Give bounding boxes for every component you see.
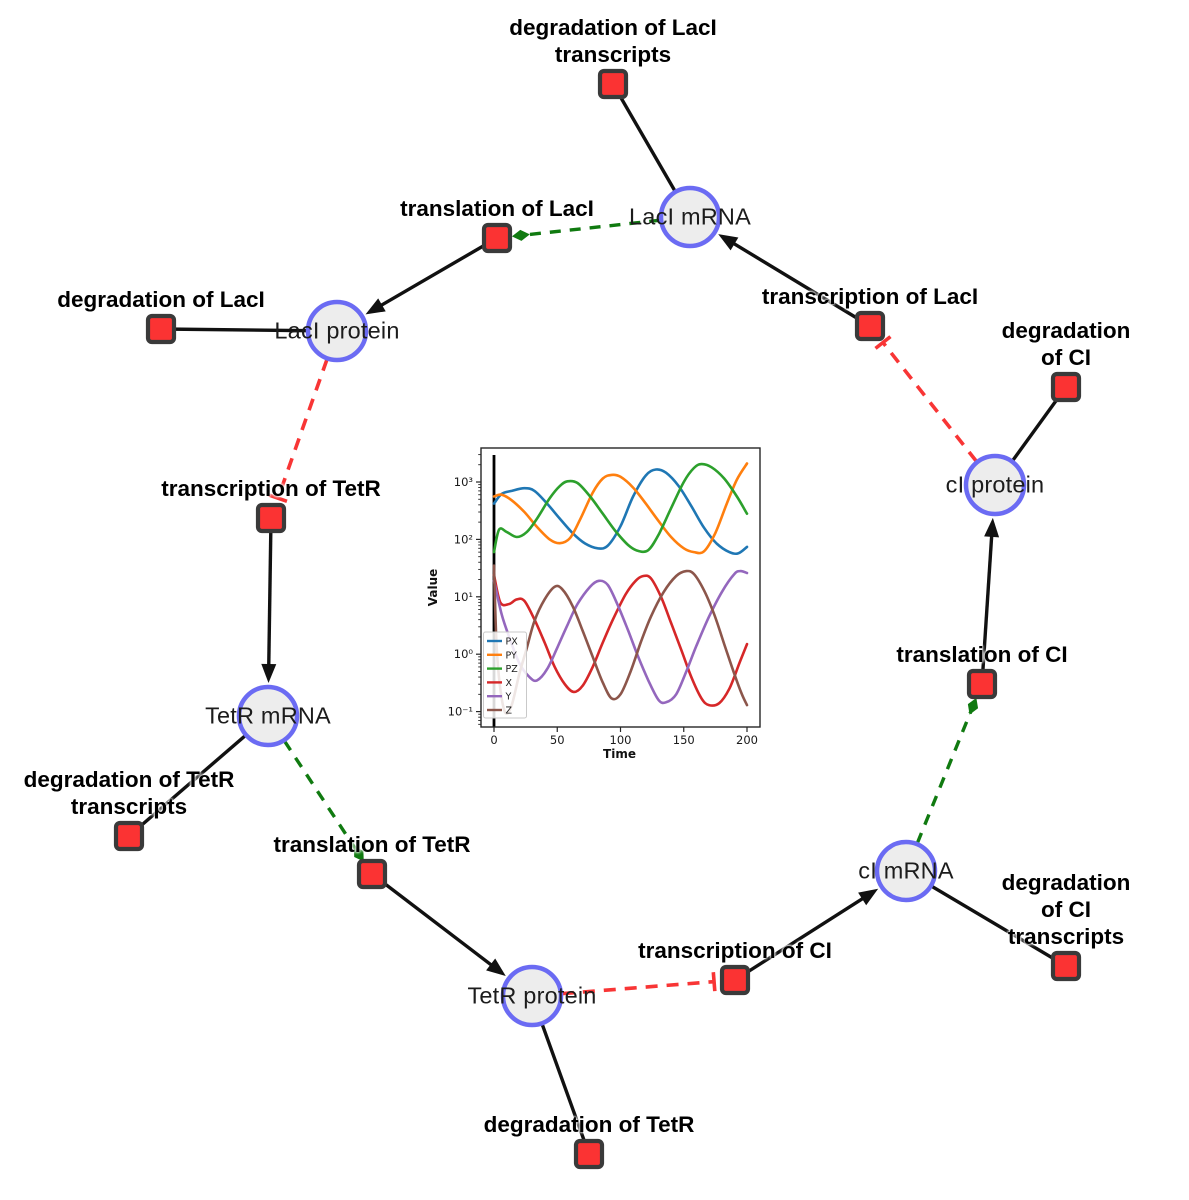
- y-tick-label: 10¹: [454, 590, 473, 604]
- edge-transcription-tetr-tetr-mrna: [261, 517, 277, 684]
- modifier-arrowhead-icon: [353, 846, 364, 862]
- y-tick-label: 10³: [454, 475, 474, 489]
- species-node-ci-protein[interactable]: [963, 453, 1027, 517]
- edge-tetr-protein-transcription-ci: [561, 972, 717, 996]
- species-node-tetr-protein[interactable]: [500, 964, 564, 1028]
- reaction-node-degradation-ci-transcripts[interactable]: [1050, 950, 1082, 982]
- reaction-node-transcription-ci[interactable]: [719, 964, 751, 996]
- y-tick-label: 10⁻¹: [448, 705, 473, 719]
- arrowhead-icon: [984, 517, 1000, 538]
- x-tick-label: 150: [673, 733, 695, 747]
- reaction-node-transcription-laci[interactable]: [854, 310, 886, 342]
- edge-laci-mrna-translation-laci: [511, 218, 661, 241]
- legend-label-PZ: PZ: [506, 664, 519, 675]
- legend-label-Y: Y: [505, 692, 512, 703]
- legend-label-PY: PY: [506, 650, 518, 661]
- reaction-node-transcription-tetr[interactable]: [255, 502, 287, 534]
- x-tick-label: 0: [490, 733, 497, 747]
- legend: PX PY PZ XYZ: [483, 631, 527, 719]
- x-tick-label: 200: [736, 733, 758, 747]
- arrowhead-icon: [261, 663, 277, 684]
- inhibition-bar-icon: [711, 972, 717, 992]
- series-line-Y: [492, 569, 749, 705]
- legend-label-X: X: [506, 678, 513, 689]
- edge-ci-protein-transcription-laci: [874, 335, 978, 463]
- edge-tetr-mrna-translation-tetr: [283, 740, 364, 862]
- modifier-arrowhead-icon: [511, 229, 530, 241]
- legend-label-PX: PX: [506, 637, 519, 648]
- y-axis-label: Value: [426, 569, 440, 607]
- edge-laci-protein-transcription-tetr: [268, 358, 329, 504]
- edge-translation-laci-laci-protein: [365, 236, 498, 315]
- x-tick-label: 50: [550, 733, 565, 747]
- reaction-node-degradation-ci[interactable]: [1050, 371, 1082, 403]
- arrowhead-icon: [718, 234, 739, 251]
- y-tick-label: 10²: [454, 532, 473, 546]
- edge-translation-ci-ci-protein: [980, 517, 1000, 685]
- edge-ci-mrna-translation-ci: [915, 697, 979, 844]
- species-node-laci-mrna[interactable]: [658, 185, 722, 249]
- legend-label-Z: Z: [506, 706, 513, 717]
- arrowhead-icon: [365, 298, 386, 315]
- series-line-PY: [492, 462, 749, 555]
- series-line-PX: [492, 468, 749, 556]
- reaction-node-translation-laci[interactable]: [481, 222, 513, 254]
- reaction-node-translation-ci[interactable]: [966, 668, 998, 700]
- reaction-node-translation-tetr[interactable]: [356, 858, 388, 890]
- edge-translation-tetr-tetr-protein: [370, 872, 506, 976]
- arrowhead-icon: [486, 958, 506, 976]
- x-axis-label: Time: [603, 747, 636, 761]
- reaction-node-degradation-tetr[interactable]: [573, 1138, 605, 1170]
- inhibition-bar-icon: [268, 493, 288, 504]
- species-node-ci-mrna[interactable]: [874, 839, 938, 903]
- x-tick-label: 100: [610, 733, 632, 747]
- series-line-PZ: [492, 462, 749, 554]
- plot-frame: [480, 447, 761, 728]
- species-node-tetr-mrna[interactable]: [236, 684, 300, 748]
- edge-transcription-ci-ci-mrna: [734, 888, 879, 982]
- reaction-node-degradation-tetr-transcripts[interactable]: [113, 820, 145, 852]
- edge-transcription-laci-laci-mrna: [718, 234, 871, 328]
- inhibition-bar-icon: [874, 335, 892, 350]
- modifier-arrowhead-icon: [967, 697, 979, 715]
- y-tick-label: 10⁰: [454, 647, 474, 661]
- species-node-laci-protein[interactable]: [305, 299, 369, 363]
- arrowhead-icon: [858, 888, 879, 906]
- reaction-node-degradation-laci-transcripts[interactable]: [597, 68, 629, 100]
- reaction-node-degradation-laci[interactable]: [145, 313, 177, 345]
